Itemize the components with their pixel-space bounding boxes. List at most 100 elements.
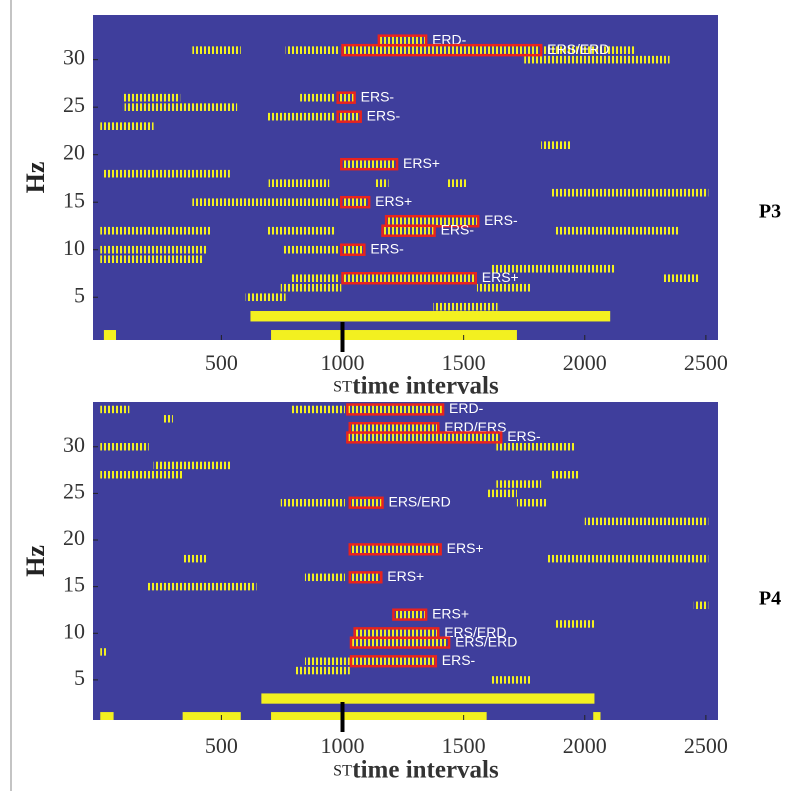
x-tick-label: 1500 <box>442 733 486 758</box>
event-label: ERS- <box>441 221 475 237</box>
activity-stripe <box>524 55 670 64</box>
event-label: ERD- <box>432 31 467 47</box>
activity-stripe <box>100 648 107 656</box>
activity-stripe <box>100 255 203 264</box>
activity-stripe <box>122 93 181 102</box>
activity-stripe <box>304 573 345 582</box>
y-axis-label: Hz <box>21 545 50 577</box>
activity-block <box>261 693 595 704</box>
activity-stripe <box>124 103 238 111</box>
event-label: ERD- <box>449 400 484 416</box>
activity-stripe <box>290 405 345 414</box>
event-label: ERS- <box>484 212 518 228</box>
activity-stripe <box>663 274 699 283</box>
activity-stripe <box>100 443 149 451</box>
x-tick-label: 500 <box>205 350 238 375</box>
x-tick-label: 2500 <box>684 350 728 375</box>
activity-stripe <box>280 283 342 292</box>
x-axis-label: time intervals <box>352 757 499 784</box>
activity-stripe <box>245 293 286 302</box>
activity-stripe <box>433 302 498 311</box>
activity-stripe <box>268 179 330 188</box>
stimulus-label: ST <box>333 379 352 396</box>
activity-stripe <box>476 283 532 292</box>
activity-stripe <box>266 112 336 121</box>
activity-stripe <box>491 264 616 273</box>
y-tick-label: 5 <box>74 282 85 307</box>
x-tick-label: 500 <box>205 733 238 758</box>
activity-stripe <box>290 274 341 283</box>
x-tick-label: 2000 <box>563 733 607 758</box>
activity-stripe <box>102 169 230 178</box>
event-label: ERS- <box>507 428 541 444</box>
activity-stripe <box>100 471 183 479</box>
event-label: ERS- <box>367 107 401 123</box>
event-label: ERS+ <box>375 193 412 209</box>
activity-stripe <box>486 489 517 498</box>
y-tick-label: 25 <box>63 478 85 503</box>
y-tick-label: 30 <box>63 432 85 457</box>
activity-stripe <box>280 498 345 507</box>
activity-stripe <box>550 471 580 479</box>
activity-block <box>182 712 241 720</box>
activity-stripe <box>541 141 571 149</box>
event-box <box>348 571 383 584</box>
event-label: ERS/ERD <box>388 493 450 509</box>
event-label: ERD/ERS <box>444 419 506 435</box>
event-box <box>341 271 478 285</box>
event-box <box>340 195 371 209</box>
activity-stripe <box>266 226 336 235</box>
activity-stripe <box>374 179 389 188</box>
activity-stripe <box>550 188 709 197</box>
x-tick-label: 1000 <box>321 350 365 375</box>
event-label: ERS+ <box>447 540 484 556</box>
event-box <box>346 403 445 416</box>
activity-stripe <box>555 620 595 628</box>
x-axis-label: time intervals <box>352 373 499 400</box>
event-box <box>336 110 362 123</box>
activity-stripe <box>541 46 635 54</box>
y-tick-label: 15 <box>63 187 85 212</box>
x-tick-label: 1000 <box>321 733 365 758</box>
x-tick-label: 2500 <box>684 733 728 758</box>
panel-label: P3 <box>759 201 781 223</box>
y-tick-label: 10 <box>63 618 85 643</box>
event-box <box>349 636 451 649</box>
x-tick-label: 2000 <box>563 350 607 375</box>
activity-stripe <box>147 582 257 591</box>
event-box <box>340 157 399 171</box>
stimulus-label: ST <box>333 763 352 780</box>
activity-stripe <box>447 179 468 188</box>
activity-block <box>593 712 601 720</box>
y-tick-label: 10 <box>63 235 85 260</box>
event-label: ERS- <box>370 240 404 256</box>
plot-area <box>100 405 709 720</box>
activity-stripe <box>693 601 709 610</box>
activity-block <box>100 712 114 720</box>
event-box <box>336 91 356 104</box>
activity-block <box>271 712 487 720</box>
event-box <box>348 496 384 509</box>
activity-stripe <box>496 480 542 488</box>
activity-stripe <box>555 226 679 235</box>
activity-stripe <box>192 46 241 54</box>
activity-stripe <box>100 405 130 414</box>
activity-stripe <box>304 657 350 665</box>
activity-stripe <box>300 93 336 102</box>
event-label: ERS- <box>442 652 476 668</box>
event-box <box>340 243 366 256</box>
activity-stripe <box>491 676 532 684</box>
activity-block <box>103 330 117 340</box>
panel-label: P4 <box>759 588 781 610</box>
activity-stripe <box>584 517 709 526</box>
x-tick-label: 1500 <box>442 350 486 375</box>
activity-stripe <box>283 245 341 254</box>
activity-block <box>271 330 517 340</box>
event-box <box>381 224 436 237</box>
event-box <box>341 43 543 57</box>
event-box <box>346 431 503 444</box>
event-box <box>392 608 428 621</box>
activity-stripe <box>100 122 154 130</box>
activity-stripe <box>100 245 207 254</box>
plot-area <box>100 46 709 340</box>
